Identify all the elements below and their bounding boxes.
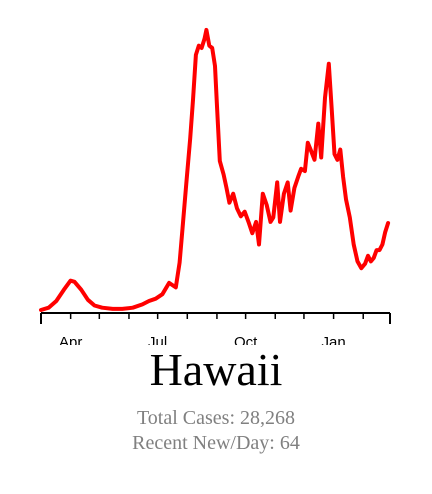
cases-line-chart: Apr Jul Oct Jan bbox=[39, 27, 391, 345]
series-group bbox=[39, 27, 391, 312]
total-cases-text: Total Cases: 28,268 bbox=[136, 407, 296, 429]
recent-new-per-day-text: Recent New/Day: 64 bbox=[132, 432, 300, 454]
x-tick-label: Apr bbox=[59, 334, 82, 345]
cases-series-line bbox=[39, 27, 391, 312]
x-axis: Apr Jul Oct Jan bbox=[40, 312, 391, 345]
x-tick-label: Jan bbox=[321, 334, 345, 345]
x-tick-label: Oct bbox=[234, 334, 258, 345]
x-tick-label: Jul bbox=[148, 334, 167, 345]
chart-title: Hawaii bbox=[149, 344, 283, 395]
